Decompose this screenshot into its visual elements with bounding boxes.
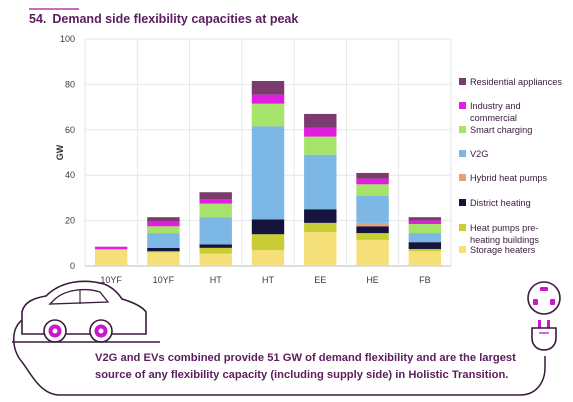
legend-swatch bbox=[459, 199, 466, 206]
bar-segment-industry-and-commercial bbox=[199, 199, 232, 204]
bar-segment-v2g bbox=[147, 233, 180, 248]
bar-segment-smart-charging bbox=[199, 203, 232, 218]
bar-segment-district-heating bbox=[408, 242, 442, 249]
bar-segment-smart-charging bbox=[304, 136, 337, 155]
x-tick-label: 10YF bbox=[153, 275, 175, 285]
legend-item-hybrid-heat-pumps: Hybrid heat pumps bbox=[459, 173, 548, 183]
y-axis-ticks: 0 20 40 60 80 100 bbox=[60, 34, 75, 271]
legend-label: District heating bbox=[470, 198, 531, 208]
figure-title: Demand side flexibility capacities at pe… bbox=[52, 12, 299, 26]
bar-segment-industry-and-commercial bbox=[304, 127, 337, 137]
x-tick-label: HE bbox=[366, 275, 379, 285]
legend-item-storage-heaters: Storage heaters bbox=[459, 245, 536, 255]
bar-segment-storage-heaters bbox=[147, 252, 180, 266]
legend-item-heat-pumps-pre-heating-buildings: Heat pumps pre-heating buildings bbox=[459, 223, 539, 245]
legend-label: Industry and bbox=[470, 101, 521, 111]
bar-segment-heat-pumps-pre-heating-buildings bbox=[251, 234, 285, 251]
y-tick-label: 60 bbox=[65, 125, 75, 135]
legend-label: commercial bbox=[470, 113, 517, 123]
key-message-line-1: V2G and EVs combined provide 51 GW of de… bbox=[95, 352, 516, 364]
legend-label: heating buildings bbox=[470, 235, 539, 245]
bar-segment-v2g bbox=[199, 217, 232, 245]
bar-segment-residential-appliances bbox=[199, 192, 232, 200]
bar-segment-district-heating bbox=[251, 219, 285, 235]
bar-segment-industry-and-commercial bbox=[408, 220, 442, 225]
legend-label: Smart charging bbox=[470, 125, 532, 135]
bar-segment-v2g bbox=[251, 126, 285, 220]
bar-segment-industry-and-commercial bbox=[147, 221, 180, 227]
y-tick-label: 100 bbox=[60, 34, 75, 44]
legend-swatch bbox=[459, 78, 466, 85]
bar-segment-hybrid-heat-pumps bbox=[356, 222, 389, 227]
bar-segment-storage-heaters bbox=[251, 250, 285, 266]
legend-item-district-heating: District heating bbox=[459, 198, 531, 208]
bar-segment-storage-heaters bbox=[199, 253, 232, 266]
bar-segment-residential-appliances bbox=[251, 80, 285, 95]
bar-segment-district-heating bbox=[304, 209, 337, 223]
legend-label: Hybrid heat pumps bbox=[470, 173, 548, 183]
bar-segment-heat-pumps-pre-heating-buildings bbox=[356, 233, 389, 240]
y-tick-label: 0 bbox=[70, 261, 75, 271]
bar-segment-v2g bbox=[356, 195, 389, 223]
bar-segment-storage-heaters bbox=[304, 231, 337, 266]
bar-segment-storage-heaters bbox=[94, 250, 128, 266]
legend-item-v2g: V2G bbox=[459, 149, 488, 159]
legend-swatch bbox=[459, 224, 466, 231]
chart-title: 54. Demand side flexibility capacities at… bbox=[29, 12, 298, 26]
bar-segment-smart-charging bbox=[147, 226, 180, 234]
legend: Residential appliances Industry and commer… bbox=[459, 77, 562, 255]
legend-item-smart-charging: Smart charging bbox=[459, 125, 532, 135]
bar-segment-district-heating bbox=[147, 247, 180, 252]
legend-swatch bbox=[459, 150, 466, 157]
x-tick-label: 10YF bbox=[100, 275, 122, 285]
bar-segment-heat-pumps-pre-heating-buildings bbox=[304, 222, 337, 232]
bar-segment-heat-pumps-pre-heating-buildings bbox=[199, 247, 232, 254]
figure-number: 54. bbox=[29, 12, 47, 26]
bar-segment-smart-charging bbox=[356, 184, 389, 196]
x-tick-label: HT bbox=[210, 275, 222, 285]
legend-label: Heat pumps pre- bbox=[470, 223, 538, 233]
bar-segment-residential-appliances bbox=[147, 217, 180, 222]
bar-segment-heat-pumps-pre-heating-buildings bbox=[408, 248, 442, 252]
bar-segment-heat-pumps-pre-heating-buildings bbox=[147, 251, 180, 253]
bar-segment-v2g bbox=[304, 154, 337, 210]
bar-segment-v2g bbox=[408, 233, 442, 243]
legend-label: Storage heaters bbox=[470, 245, 536, 255]
legend-label: V2G bbox=[470, 149, 488, 159]
legend-swatch bbox=[459, 126, 466, 133]
bar-segment-storage-heaters bbox=[356, 239, 389, 266]
legend-item-industry-and-commercial: Industry and commercial bbox=[459, 101, 521, 123]
bar-segment-industry-and-commercial bbox=[251, 94, 285, 104]
bar-segment-residential-appliances bbox=[408, 217, 442, 221]
y-tick-label: 40 bbox=[65, 170, 75, 180]
legend-swatch bbox=[459, 246, 466, 253]
bar-segment-industry-and-commercial bbox=[94, 246, 128, 249]
legend-swatch bbox=[459, 174, 466, 181]
y-tick-label: 20 bbox=[65, 216, 75, 226]
x-tick-label: FB bbox=[419, 275, 431, 285]
bars bbox=[94, 80, 442, 266]
bar-segment-smart-charging bbox=[251, 103, 285, 127]
bar-segment-storage-heaters bbox=[408, 251, 442, 266]
bar-segment-residential-appliances bbox=[304, 113, 337, 128]
x-axis-ticks: 10YF 10YF HT HT EE HE FB bbox=[100, 275, 430, 285]
key-message: V2G and EVs combined provide 51 GW of de… bbox=[95, 350, 535, 384]
x-tick-label: HT bbox=[262, 275, 274, 285]
y-axis-label: GW bbox=[55, 144, 65, 160]
bar-segment-smart-charging bbox=[408, 224, 442, 234]
bar-segment-heat-pumps-pre-heating-buildings bbox=[94, 248, 128, 251]
y-tick-label: 80 bbox=[65, 79, 75, 89]
legend-label: Residential appliances bbox=[470, 77, 562, 87]
x-tick-label: EE bbox=[314, 275, 326, 285]
bar-segment-residential-appliances bbox=[356, 172, 389, 179]
bar-segment-industry-and-commercial bbox=[356, 178, 389, 185]
key-message-line-2: source of any flexibility capacity (incl… bbox=[95, 369, 509, 381]
bar-segment-district-heating bbox=[356, 226, 389, 234]
legend-item-residential-appliances: Residential appliances bbox=[459, 77, 562, 87]
bar-segment-district-heating bbox=[199, 244, 232, 248]
legend-swatch bbox=[459, 102, 466, 109]
header-rule bbox=[29, 8, 79, 10]
